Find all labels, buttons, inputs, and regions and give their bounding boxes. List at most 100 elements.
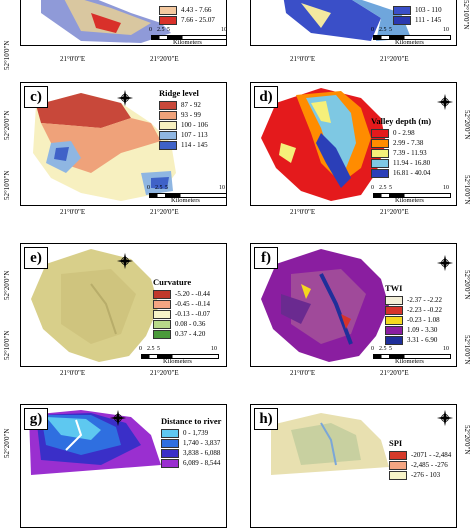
legend-swatch [371, 128, 389, 138]
legend-swatch [153, 329, 171, 339]
legend-row: 111 - 145 [393, 15, 442, 25]
lat-label: 52°10'0"N [462, 0, 470, 30]
legend-row: -2.23 - -0.22 [385, 305, 442, 315]
legend-title: Ridge level [159, 88, 199, 98]
legend-swatch [161, 458, 179, 468]
panel-label: e) [24, 247, 48, 269]
legend-swatch [159, 5, 177, 15]
scale-tick: 0 [139, 346, 142, 352]
scale-bar-graphic [141, 354, 219, 359]
legend-row: -5.20 - -0.44 [153, 289, 210, 299]
legend-label: 0.08 - 0.36 [175, 319, 206, 328]
legend-b: 103 - 110 111 - 145 [393, 5, 442, 25]
legend-row: 1.09 - 3.30 [385, 325, 442, 335]
lat-label: 52°10'0"N [3, 170, 11, 200]
lat-label: 52°10'0"N [3, 40, 11, 70]
legend-swatch [159, 130, 177, 140]
lon-label: 21°20'0"E [380, 369, 409, 377]
legend-label: 93 - 99 [181, 110, 201, 119]
legend-label: 6,089 - 8,544 [183, 458, 221, 467]
legend-swatch [153, 319, 171, 329]
legend-swatch [159, 15, 177, 25]
scale-tick: 5 [157, 346, 160, 352]
legend-swatch [385, 315, 403, 325]
legend-label: -276 - 103 [411, 470, 441, 479]
legend-row: 6,089 - 8,544 [161, 458, 221, 468]
legend-row: 2.99 - 7.38 [371, 138, 431, 148]
panel-a: 4.43 - 7.66 7.66 - 25.07 0 2.5 5 10 Kilo… [20, 0, 227, 46]
lon-label: 21°0'0"E [60, 208, 86, 216]
panel-d: d) Valley depth (m) 0 - 2.98 2.99 - 7.38… [250, 82, 457, 206]
panel-label: h) [254, 408, 278, 430]
panel-label: c) [24, 86, 48, 108]
legend-row: 0 - 2.98 [371, 128, 431, 138]
legend-swatch [159, 120, 177, 130]
scale-tick: 10 [219, 185, 225, 191]
legend-row: 114 - 145 [159, 140, 208, 150]
legend-swatch [159, 140, 177, 150]
scale-tick: 5 [389, 185, 392, 191]
legend-label: 111 - 145 [415, 15, 442, 24]
north-arrow-icon [116, 89, 134, 107]
legend-row: 0.37 - 4.20 [153, 329, 210, 339]
legend-c: Ridge level 87 - 92 93 - 99 100 - 106 10… [159, 89, 208, 150]
legend-row: 1,740 - 3,837 [161, 438, 221, 448]
scale-bar-graphic [373, 35, 451, 40]
lat-label: 52°20'0"N [463, 110, 471, 140]
legend-f: TWI -2.37 - -2.22 -2.23 - -0.22 -0.23 - … [385, 284, 442, 345]
scale-bar-b: 0 2.5 5 10 Kilometers [371, 27, 453, 46]
panel-f: f) TWI -2.37 - -2.22 -2.23 - -0.22 -0.23… [250, 243, 457, 367]
map-h [271, 413, 389, 475]
legend-title: Valley depth (m) [371, 116, 432, 126]
legend-swatch [389, 450, 407, 460]
lat-label: 52°20'0"N [463, 425, 471, 455]
scale-tick: 0 [147, 185, 150, 191]
legend-row: -276 - 103 [389, 470, 451, 480]
scale-bar-f: 0 2.5 5 10 Kilometers [371, 346, 453, 365]
scale-bar-graphic [149, 193, 226, 198]
legend-a: 4.43 - 7.66 7.66 - 25.07 [159, 5, 215, 25]
legend-swatch [153, 289, 171, 299]
legend-row: 4.43 - 7.66 [159, 5, 215, 15]
legend-label: 103 - 110 [415, 5, 442, 14]
scale-tick: 5 [389, 27, 392, 33]
legend-row: -2071 - -2,484 [389, 450, 451, 460]
scale-tick: 2.5 [155, 185, 163, 191]
scale-tick: 2.5 [379, 185, 387, 191]
legend-row: 16.81 - 40.04 [371, 168, 431, 178]
lon-label: 21°20'0"E [380, 208, 409, 216]
legend-swatch [393, 15, 411, 25]
scale-tick: 2.5 [147, 346, 155, 352]
north-arrow-icon [109, 409, 127, 427]
scale-unit: Kilometers [395, 197, 424, 204]
scale-unit: Kilometers [395, 358, 424, 365]
legend-label: 100 - 106 [181, 120, 208, 129]
legend-swatch [385, 325, 403, 335]
legend-label: 11.94 - 16.80 [393, 158, 431, 167]
map-e [31, 249, 159, 362]
legend-e: Curvature -5.20 - -0.44 -0.45 - -0.14 -0… [153, 278, 210, 339]
legend-row: 100 - 106 [159, 120, 208, 130]
scale-unit: Kilometers [173, 39, 202, 46]
legend-swatch [161, 428, 179, 438]
legend-label: 107 - 113 [181, 130, 208, 139]
legend-swatch [153, 299, 171, 309]
lon-label: 21°20'0"E [150, 55, 179, 63]
scale-tick: 10 [221, 27, 227, 33]
scale-tick: 0 [149, 27, 152, 33]
lon-label: 21°0'0"E [290, 208, 316, 216]
scale-tick: 0 [371, 185, 374, 191]
scale-unit: Kilometers [395, 39, 424, 46]
legend-label: 2.99 - 7.38 [393, 138, 424, 147]
map-b [283, 0, 411, 41]
legend-label: 7.39 - 11.93 [393, 148, 427, 157]
legend-label: -2.23 - -0.22 [407, 305, 442, 314]
north-arrow-icon [436, 409, 454, 427]
legend-label: -0.45 - -0.14 [175, 299, 210, 308]
legend-swatch [371, 168, 389, 178]
legend-label: 1,740 - 3,837 [183, 438, 221, 447]
legend-swatch [161, 448, 179, 458]
legend-row: 103 - 110 [393, 5, 442, 15]
legend-row: 0.08 - 0.36 [153, 319, 210, 329]
scale-tick: 10 [443, 27, 449, 33]
